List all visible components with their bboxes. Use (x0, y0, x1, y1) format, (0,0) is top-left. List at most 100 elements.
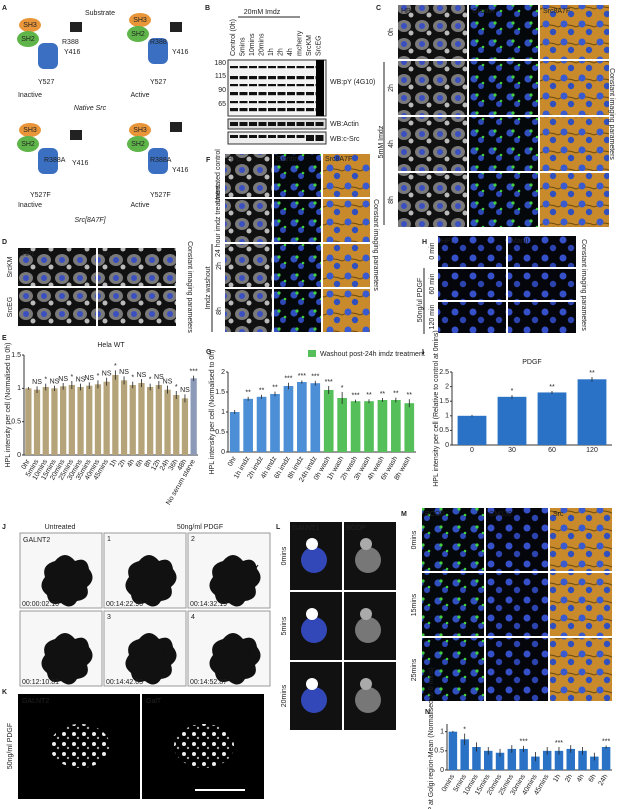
y-axis-label: BCOP at Golgi region-Mean (Normalised to… (428, 667, 435, 809)
bar (377, 400, 388, 452)
panel-letter: J (2, 524, 6, 531)
band (239, 108, 248, 112)
band (258, 92, 267, 96)
label: Untreated control (215, 149, 222, 203)
micrograph (323, 199, 370, 242)
significance: * (149, 377, 152, 384)
label: SH3 (133, 17, 147, 24)
label: GALNT1 (292, 525, 319, 532)
bar (297, 382, 307, 452)
band (287, 92, 295, 96)
panel-letter: M (401, 511, 407, 518)
label: Src8A7F (325, 156, 352, 163)
panel-letter: A (2, 5, 7, 12)
label: Src (553, 511, 564, 518)
label: 120 min (429, 304, 436, 329)
micrograph (225, 199, 272, 242)
label: SH3 (23, 22, 37, 29)
label: 00:14:42.03 (106, 679, 143, 686)
significance: ** (366, 392, 372, 399)
y-tick-label: 0.5 (434, 748, 444, 755)
band (315, 135, 324, 141)
label: 8h (388, 196, 395, 204)
micrograph (422, 508, 484, 571)
label: Giantin (276, 156, 298, 163)
band (287, 135, 295, 138)
golgi (360, 538, 372, 550)
panel-letter: C (376, 5, 381, 12)
band (268, 76, 276, 80)
micrograph (508, 302, 576, 333)
micrograph (422, 638, 484, 701)
golgi (306, 538, 318, 550)
micrograph (469, 173, 538, 227)
band (239, 66, 248, 69)
band (277, 101, 286, 104)
golgi (209, 633, 261, 685)
bar (155, 385, 162, 455)
x-tick-label: 4h (126, 458, 136, 468)
micrograph (274, 199, 321, 242)
band (287, 101, 295, 104)
panel-letter: L (276, 524, 281, 531)
label: 0 min (429, 242, 436, 259)
x-tick-label: 12h (150, 458, 162, 472)
band (230, 135, 238, 138)
bar (147, 387, 154, 455)
label: 50ng/ul PDGF (417, 278, 424, 322)
x-tick-label: 0hr (227, 455, 238, 468)
significance: ** (549, 384, 555, 391)
label: 00:12:10.81 (22, 679, 59, 686)
bar (519, 748, 528, 770)
sh3-domain (19, 123, 41, 137)
micrograph (323, 289, 370, 332)
micrograph (469, 117, 538, 171)
band (277, 84, 286, 87)
chart-title: PDGF (522, 359, 541, 366)
significance: NS (84, 375, 94, 382)
significance: NS (137, 372, 147, 379)
label: 4h (287, 48, 294, 56)
nucleus (301, 617, 327, 643)
label: 00:14:52.87 (190, 679, 227, 686)
y-tick-label: 1.5 (11, 352, 21, 359)
y-tick-label: 2.5 (439, 369, 449, 376)
band (230, 108, 238, 112)
label: SH2 (21, 141, 35, 148)
significance: * (341, 385, 344, 392)
x-tick-label: 2h (117, 458, 127, 468)
label: Constant imaging parameters (608, 68, 615, 160)
significance: ** (589, 370, 595, 377)
x-tick-label: 36h (168, 458, 180, 472)
micrograph (274, 289, 321, 332)
substrate (170, 122, 182, 132)
band (249, 92, 257, 96)
band (230, 92, 238, 96)
micrograph (508, 236, 576, 267)
band (249, 122, 257, 126)
label: 65 (218, 101, 226, 108)
sh2-domain (127, 26, 149, 42)
significance: *** (555, 740, 563, 747)
label: 0mins (411, 530, 418, 549)
panel-letter: G (206, 349, 212, 356)
band (296, 135, 305, 138)
label: Native Src (74, 105, 107, 112)
bar (181, 398, 189, 455)
micrograph (323, 244, 370, 287)
substrate (170, 22, 182, 32)
y-tick-label: 2 (445, 383, 449, 390)
label: Untreated (45, 524, 76, 531)
sh3-domain (19, 18, 41, 32)
micrograph (18, 288, 96, 326)
significance: * (131, 375, 134, 382)
label: Active (130, 202, 149, 209)
label: Inactive (18, 92, 42, 99)
bar (283, 386, 294, 452)
band (230, 76, 238, 80)
label: WB:pY (4G10) (330, 79, 375, 86)
label: 1 (107, 536, 111, 543)
band (287, 66, 295, 69)
significance: *** (190, 369, 198, 376)
label: Constant imaging parameters (580, 239, 587, 331)
